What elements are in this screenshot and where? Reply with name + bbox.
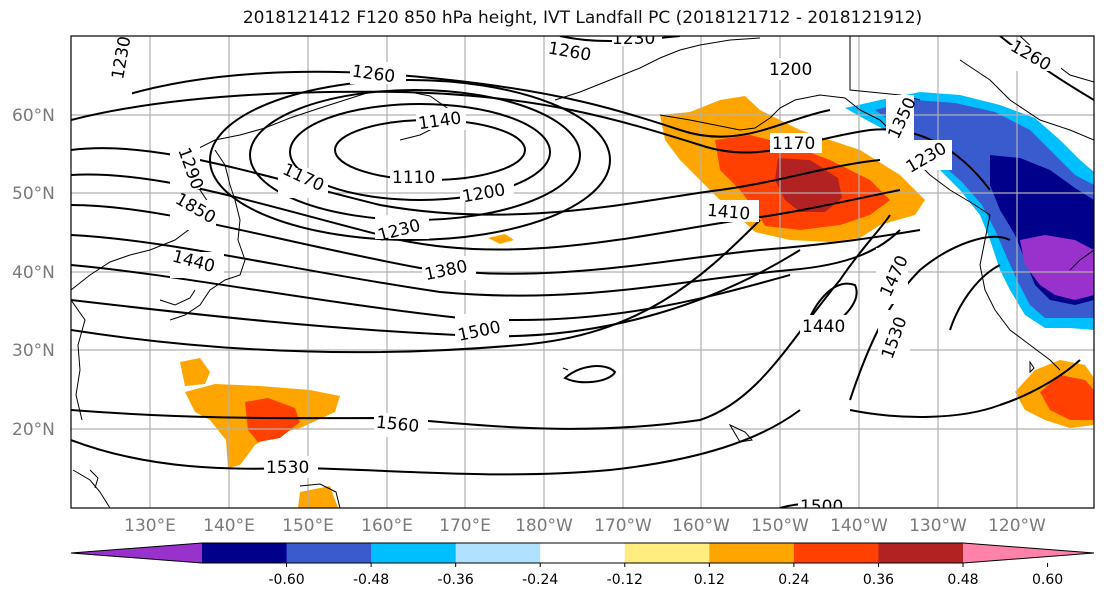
contour-label: 1110 <box>392 168 435 188</box>
lon-label: 170°W <box>594 516 652 536</box>
contour-label: 1410 <box>706 201 751 225</box>
colorbar-tick-label: -0.12 <box>607 572 643 588</box>
latitude-labels: 60°N 50°N 40°N 30°N 20°N <box>12 106 55 440</box>
lon-label: 120°W <box>988 516 1046 536</box>
lon-label: 130°W <box>909 516 967 536</box>
lon-label: 160°E <box>361 516 413 536</box>
contour-label: 1500 <box>800 497 843 517</box>
longitude-labels: 130°E 140°E 150°E 160°E 170°E 180°W 170°… <box>124 516 1046 536</box>
contour-label: 1440 <box>802 317 845 337</box>
colorbar-tick-label: -0.48 <box>353 572 389 588</box>
height-contours <box>71 36 1094 508</box>
colorbar-segment <box>455 543 541 563</box>
map-title: 2018121412 F120 850 hPa height, IVT Land… <box>242 8 923 28</box>
colorbar-tick-label: 0.60 <box>1032 572 1063 588</box>
colorbar-tick-label: -0.24 <box>522 572 558 588</box>
colorbar-segment <box>963 543 1094 563</box>
colorbar-outline <box>70 542 1095 564</box>
contour-label: 1230 <box>612 29 655 49</box>
lon-label: 180°W <box>515 516 573 536</box>
colorbar-segment <box>709 543 795 563</box>
colorbar-segment <box>540 543 626 563</box>
contour-label: 1170 <box>772 134 815 154</box>
colorbar-tick-label: 0.12 <box>694 572 725 588</box>
colorbar-segment <box>793 543 879 563</box>
colorbar-segment <box>624 543 710 563</box>
lat-label: 20°N <box>12 420 55 440</box>
colorbar: -0.60 -0.48 -0.36 -0.24 -0.12 0.12 0.24 0.36 0.4… <box>70 542 1095 588</box>
lon-label: 130°E <box>124 516 176 536</box>
lon-label: 150°E <box>282 516 334 536</box>
colorbar-segment <box>71 543 202 563</box>
colorbar-segment <box>202 543 288 563</box>
contour-label: 1200 <box>769 60 812 80</box>
lat-label: 40°N <box>12 263 55 283</box>
colorbar-tick-label: 0.24 <box>778 572 809 588</box>
colorbar-tick-label: -0.60 <box>268 572 304 588</box>
lon-label: 170°E <box>439 516 491 536</box>
lon-label: 140°E <box>203 516 255 536</box>
ivt-positive-shading-subtropics <box>180 358 1094 508</box>
colorbar-tick-label: -0.36 <box>438 572 474 588</box>
contour-labels: 1230 1260 1260 1200 1260 1230 1290 1140 … <box>102 29 1061 517</box>
colorbar-segment <box>371 543 457 563</box>
colorbar-tick-label: 0.36 <box>863 572 894 588</box>
lat-label: 60°N <box>12 106 55 126</box>
coastlines <box>71 36 1094 508</box>
lat-label: 30°N <box>12 341 55 361</box>
contour-label: 1560 <box>375 413 420 437</box>
contour-label: 1530 <box>266 458 309 478</box>
map-frame <box>70 35 1095 509</box>
lon-label: 150°W <box>751 516 809 536</box>
colorbar-segment <box>878 543 964 563</box>
lat-label: 50°N <box>12 184 55 204</box>
lon-label: 140°W <box>830 516 888 536</box>
lon-label: 160°W <box>672 516 730 536</box>
colorbar-tick-label: 0.48 <box>947 572 978 588</box>
colorbar-segment <box>286 543 372 563</box>
